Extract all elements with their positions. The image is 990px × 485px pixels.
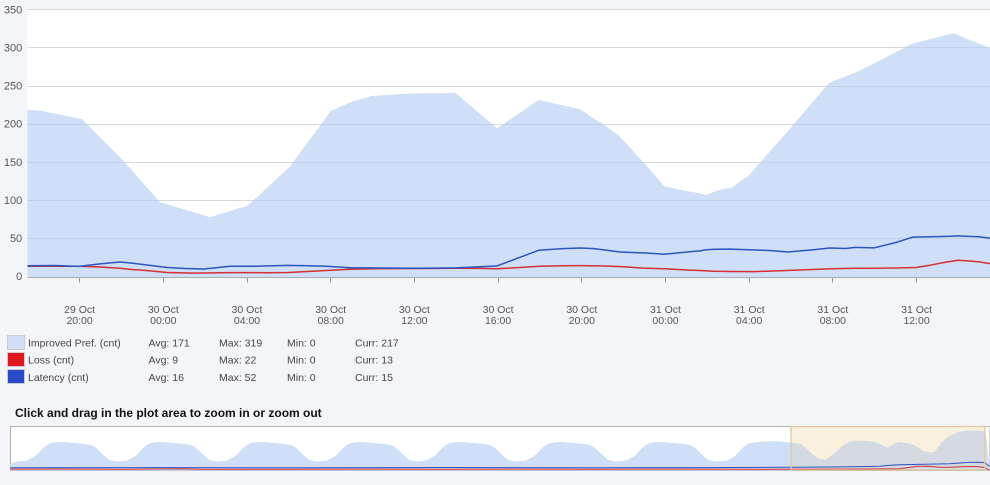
svg-text:16:00: 16:00 (485, 315, 511, 327)
svg-text:Min: 0: Min: 0 (287, 372, 316, 384)
svg-text:200: 200 (4, 119, 22, 131)
svg-text:30 Oct: 30 Oct (232, 304, 263, 316)
svg-text:Avg: 9: Avg: 9 (149, 355, 179, 367)
svg-text:20:00: 20:00 (66, 315, 92, 327)
svg-text:Click and drag in the plot are: Click and drag in the plot area to zoom … (15, 406, 322, 420)
svg-text:300: 300 (4, 43, 22, 55)
svg-text:08:00: 08:00 (820, 315, 846, 327)
svg-text:04:00: 04:00 (234, 315, 260, 327)
svg-text:00:00: 00:00 (150, 315, 176, 327)
svg-text:31 Oct: 31 Oct (734, 304, 765, 316)
svg-text:Avg: 171: Avg: 171 (149, 337, 190, 349)
svg-text:Curr: 217: Curr: 217 (355, 337, 399, 349)
svg-text:12:00: 12:00 (401, 315, 427, 327)
svg-text:31 Oct: 31 Oct (650, 304, 681, 316)
svg-text:Max: 319: Max: 319 (219, 337, 262, 349)
svg-text:30 Oct: 30 Oct (315, 304, 346, 316)
svg-text:0: 0 (16, 271, 22, 283)
svg-text:Curr: 13: Curr: 13 (355, 355, 393, 367)
svg-text:Min: 0: Min: 0 (287, 337, 316, 349)
svg-text:30 Oct: 30 Oct (566, 304, 597, 316)
svg-text:Max: 52: Max: 52 (219, 372, 257, 384)
svg-text:Min: 0: Min: 0 (287, 355, 316, 367)
svg-text:150: 150 (4, 157, 22, 169)
svg-text:350: 350 (4, 4, 22, 16)
svg-text:Curr: 15: Curr: 15 (355, 372, 393, 384)
svg-text:Latency (cnt): Latency (cnt) (28, 372, 89, 384)
svg-text:31 Oct: 31 Oct (817, 304, 848, 316)
svg-text:29 Oct: 29 Oct (64, 304, 95, 316)
svg-text:Loss (cnt): Loss (cnt) (28, 355, 74, 367)
svg-text:100: 100 (4, 195, 22, 207)
svg-text:30 Oct: 30 Oct (148, 304, 179, 316)
svg-text:31 Oct: 31 Oct (901, 304, 932, 316)
svg-text:12:00: 12:00 (903, 315, 929, 327)
svg-text:250: 250 (4, 81, 22, 93)
svg-text:Improved Pref. (cnt): Improved Pref. (cnt) (28, 337, 121, 349)
svg-text:30 Oct: 30 Oct (399, 304, 430, 316)
svg-text:Avg: 16: Avg: 16 (149, 372, 185, 384)
svg-text:08:00: 08:00 (318, 315, 344, 327)
svg-text:20:00: 20:00 (569, 315, 595, 327)
svg-text:00:00: 00:00 (652, 315, 678, 327)
svg-text:50: 50 (10, 233, 22, 245)
svg-text:04:00: 04:00 (736, 315, 762, 327)
svg-text:Max: 22: Max: 22 (219, 355, 257, 367)
svg-text:30 Oct: 30 Oct (483, 304, 514, 316)
